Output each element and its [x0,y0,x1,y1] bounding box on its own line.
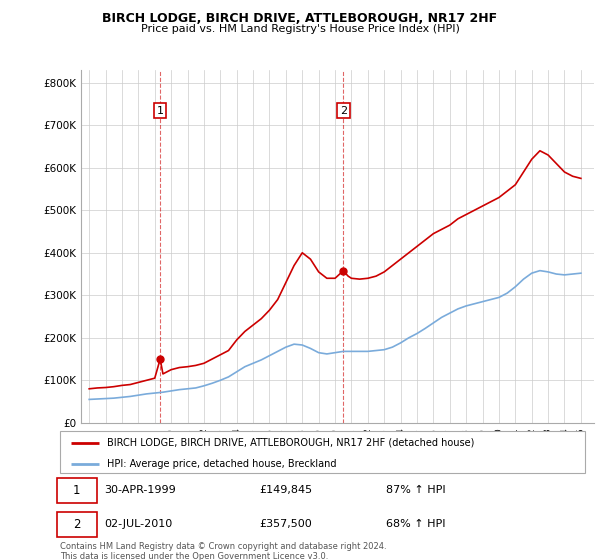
Text: Price paid vs. HM Land Registry's House Price Index (HPI): Price paid vs. HM Land Registry's House … [140,24,460,34]
Text: 2: 2 [73,518,80,531]
Text: £357,500: £357,500 [260,519,312,529]
Text: 1: 1 [73,484,80,497]
FancyBboxPatch shape [60,431,585,473]
Text: 2: 2 [340,106,347,115]
Text: HPI: Average price, detached house, Breckland: HPI: Average price, detached house, Brec… [107,459,337,469]
Text: £149,845: £149,845 [260,486,313,496]
Text: BIRCH LODGE, BIRCH DRIVE, ATTLEBOROUGH, NR17 2HF (detached house): BIRCH LODGE, BIRCH DRIVE, ATTLEBOROUGH, … [107,438,475,448]
Text: 87% ↑ HPI: 87% ↑ HPI [386,486,445,496]
Text: 02-JUL-2010: 02-JUL-2010 [104,519,173,529]
Text: Contains HM Land Registry data © Crown copyright and database right 2024.
This d: Contains HM Land Registry data © Crown c… [60,542,386,560]
Text: 1: 1 [157,106,164,115]
Text: 30-APR-1999: 30-APR-1999 [104,486,176,496]
FancyBboxPatch shape [58,512,97,537]
Text: BIRCH LODGE, BIRCH DRIVE, ATTLEBOROUGH, NR17 2HF: BIRCH LODGE, BIRCH DRIVE, ATTLEBOROUGH, … [103,12,497,25]
Text: 68% ↑ HPI: 68% ↑ HPI [386,519,445,529]
FancyBboxPatch shape [58,478,97,503]
